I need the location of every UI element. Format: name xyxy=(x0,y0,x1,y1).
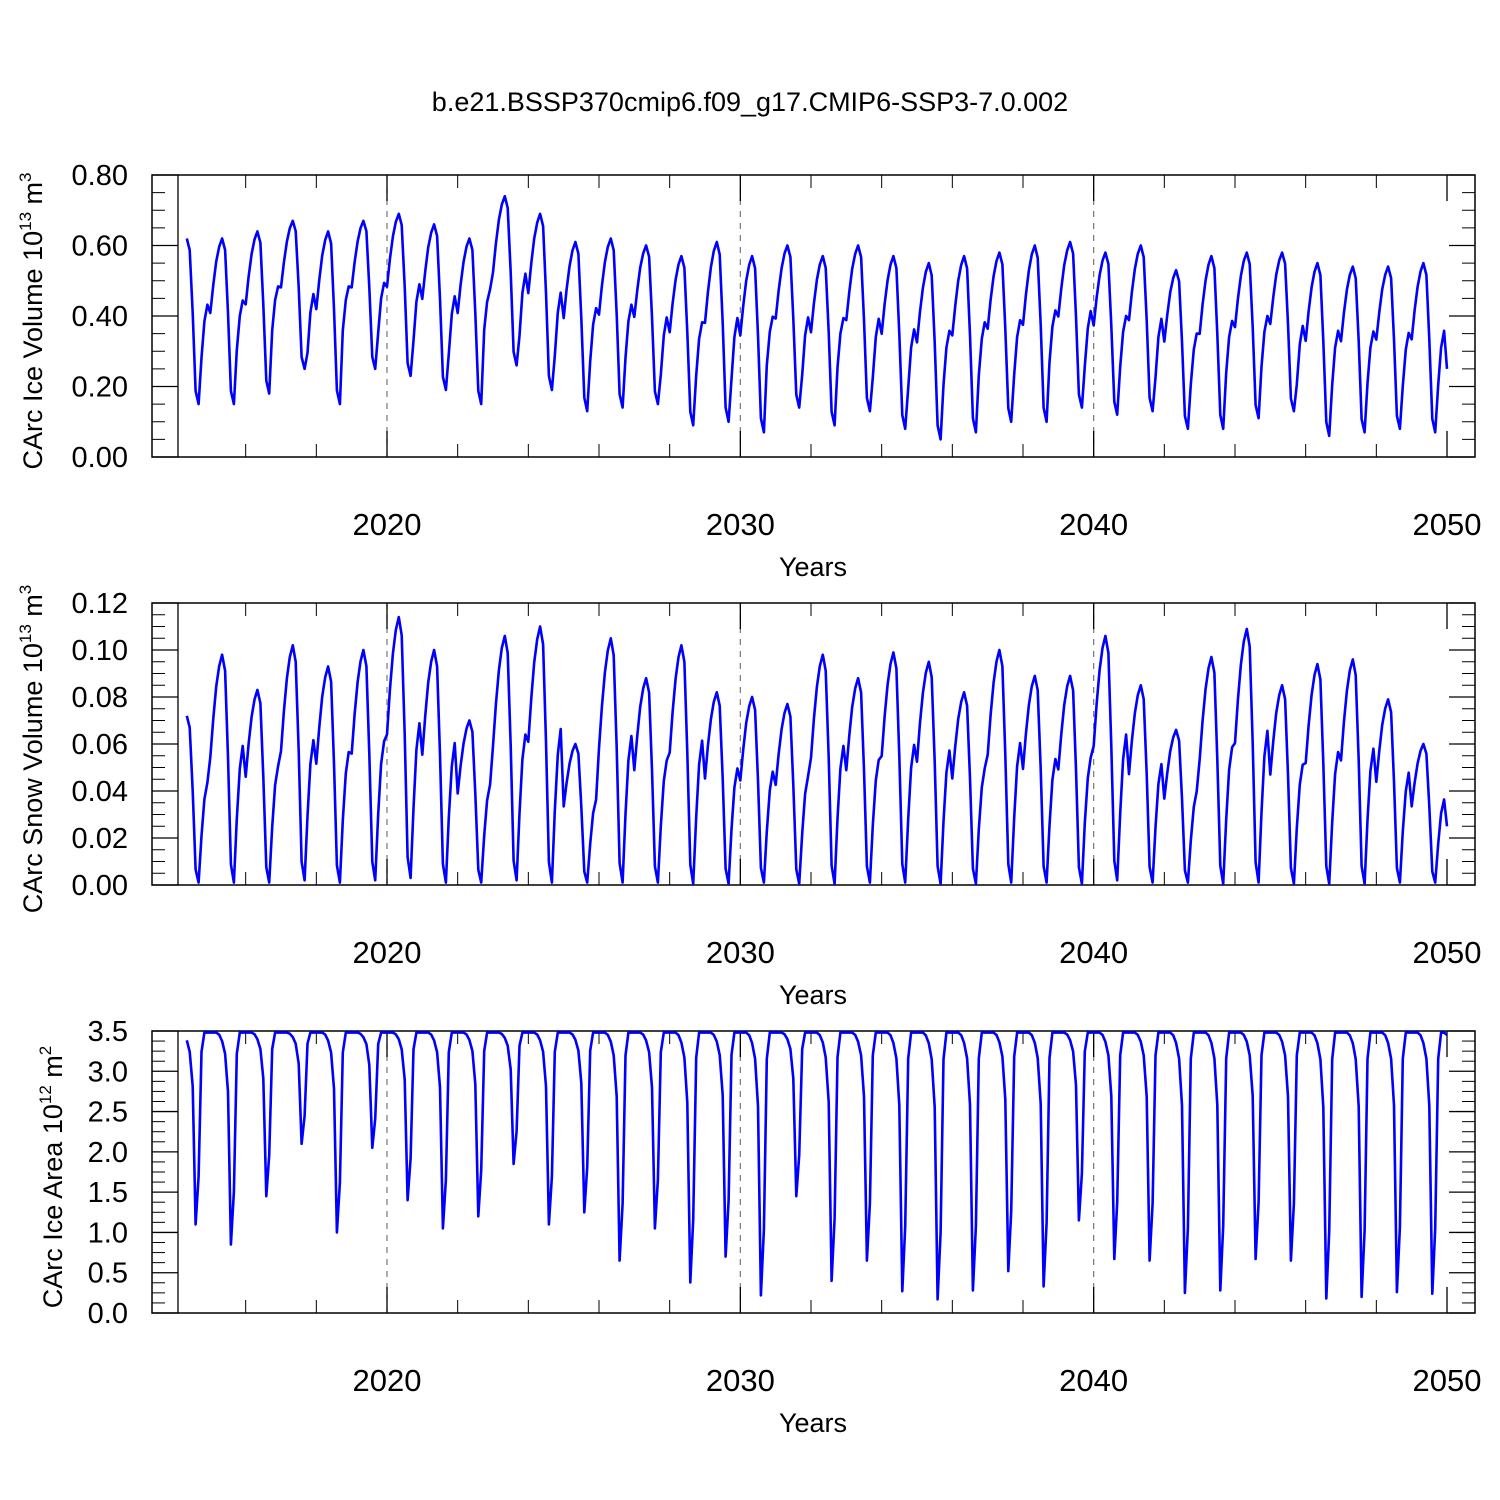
y-tick-label: 0.60 xyxy=(72,231,128,263)
x-tick-label: 2030 xyxy=(706,507,775,542)
x-tick-label: 2020 xyxy=(353,1363,422,1398)
x-tick-label: 2040 xyxy=(1059,507,1128,542)
series-line-0 xyxy=(185,1031,1448,1301)
y-tick-label: 0.04 xyxy=(72,776,128,808)
y-tick-label: 0.06 xyxy=(72,729,128,761)
x-tick-label: 2040 xyxy=(1059,935,1128,970)
y-tick-label: 0.80 xyxy=(72,160,128,192)
chart-title: b.e21.BSSP370cmip6.f09_g17.CMIP6-SSP3-7.… xyxy=(432,87,1068,117)
y-tick-label: 0.00 xyxy=(72,870,128,902)
y-tick-label: 2.0 xyxy=(88,1137,128,1169)
y-tick-label: 0.0 xyxy=(88,1298,128,1330)
y-tick-label: 1.5 xyxy=(88,1177,128,1209)
y-tick-label: 0.08 xyxy=(72,682,128,714)
x-tick-label: 2030 xyxy=(706,1363,775,1398)
y-tick-label: 3.0 xyxy=(88,1056,128,1088)
snow-volume-panel: 0.00 0.02 0.04 0.06 0.08 0.10 0.12 2020 2030 2040… xyxy=(16,585,1481,1010)
y-tick-label: 0.12 xyxy=(72,588,128,620)
x-axis-title: Years xyxy=(779,980,847,1010)
x-tick-label: 2040 xyxy=(1059,1363,1128,1398)
x-axis-title: Years xyxy=(779,1408,847,1438)
y-tick-label: 0.02 xyxy=(72,823,128,855)
plot-frame xyxy=(151,1030,1476,1314)
y-tick-label: 2.5 xyxy=(88,1097,128,1129)
y-axis-title: CArc Snow Volume 1013 m3 xyxy=(16,585,48,914)
plot-frame xyxy=(151,602,1476,886)
series-line-0 xyxy=(185,615,1449,886)
y-tick-label: 0.20 xyxy=(72,372,128,404)
x-tick-label: 2050 xyxy=(1413,507,1482,542)
ice-area-panel: 0.0 0.5 1.0 1.5 2.0 2.5 3.0 3.5 2020 2030 2040 2050… xyxy=(36,1016,1481,1438)
y-tick-label: 0.10 xyxy=(72,635,128,667)
x-tick-label: 2050 xyxy=(1413,935,1482,970)
x-tick-label: 2020 xyxy=(353,507,422,542)
y-tick-label: 1.0 xyxy=(88,1217,128,1249)
x-tick-label: 2050 xyxy=(1413,1363,1482,1398)
y-tick-label: 0.40 xyxy=(72,301,128,333)
y-tick-label: 0.00 xyxy=(72,442,128,474)
x-tick-label: 2020 xyxy=(353,935,422,970)
y-axis-title: CArc Ice Area 1012 m2 xyxy=(36,1046,68,1309)
y-tick-label: 0.5 xyxy=(88,1258,128,1290)
ice-volume-panel: 0.00 0.20 0.40 0.60 0.80 2020 2030 2040 2050 Year… xyxy=(16,160,1481,582)
series-line-0 xyxy=(185,194,1449,441)
x-axis-title: Years xyxy=(779,552,847,582)
y-axis-title: CArc Ice Volume 1013 m3 xyxy=(16,172,48,469)
y-tick-label: 3.5 xyxy=(88,1016,128,1048)
x-tick-label: 2030 xyxy=(706,935,775,970)
